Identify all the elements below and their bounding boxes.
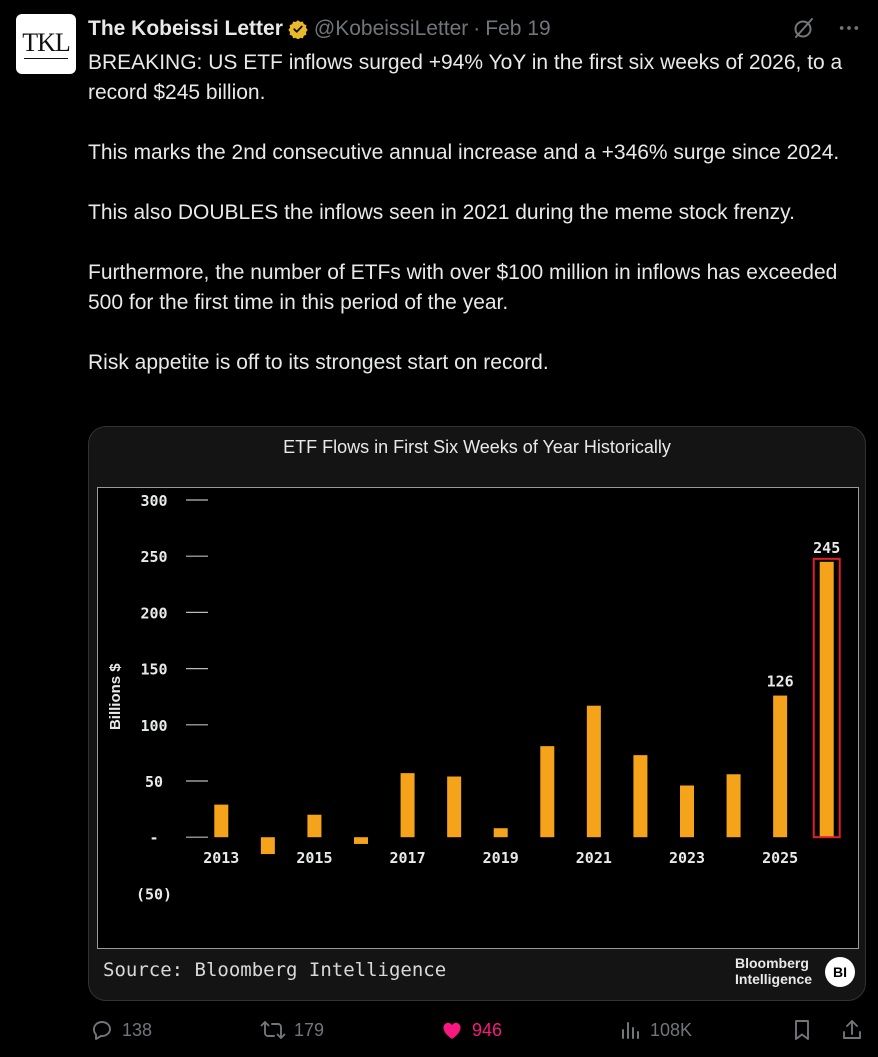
repost-count: 179 — [294, 1019, 325, 1040]
reply-count: 138 — [122, 1019, 153, 1040]
verified-badge-icon[interactable] — [288, 19, 308, 39]
bar-2021 — [586, 705, 601, 838]
bloomberg-logo: Bloomberg Intelligence — [735, 955, 812, 987]
y-tick-label: - — [149, 829, 158, 847]
y-tick-label: 200 — [140, 604, 167, 622]
bookmark-icon — [795, 1020, 809, 1040]
bar-2023 — [680, 785, 694, 838]
like-count: 946 — [472, 1019, 503, 1040]
grok-icon[interactable] — [792, 16, 816, 40]
y-tick-label: 50 — [145, 773, 163, 791]
chart-title: ETF Flows in First Six Weeks of Year His… — [283, 437, 671, 457]
x-tick-label: 2019 — [483, 849, 519, 867]
like-button[interactable]: 946 — [440, 1018, 502, 1042]
tweet-paragraph: BREAKING: US ETF inflows surged +94% YoY… — [88, 51, 843, 104]
bar-2016 — [354, 837, 368, 844]
bar-2015 — [307, 814, 322, 838]
x-tick-label: 2013 — [203, 849, 239, 867]
bar-2013 — [214, 804, 229, 838]
x-tick-label: 2025 — [762, 849, 798, 867]
views-button[interactable]: 108K — [618, 1018, 692, 1042]
chart-source: Source: Bloomberg Intelligence — [103, 959, 447, 981]
y-tick-label: (50) — [136, 885, 172, 903]
heart-icon — [443, 1022, 461, 1039]
data-label: 126 — [767, 673, 794, 691]
bookmark-button[interactable] — [790, 1018, 814, 1042]
author-name[interactable]: The Kobeissi Letter — [88, 17, 283, 40]
bar-2017 — [400, 773, 415, 838]
bloomberg-logo-line1: Bloomberg — [735, 955, 809, 971]
tweet-header: The Kobeissi Letter @KobeissiLetter · Fe… — [88, 16, 551, 42]
bi-badge: BI — [825, 957, 855, 987]
views-count: 108K — [650, 1019, 693, 1040]
y-tick-label: 100 — [140, 717, 167, 735]
reply-button[interactable]: 138 — [90, 1018, 152, 1042]
tweet-paragraph: This marks the 2nd consecutive annual in… — [88, 141, 840, 164]
etf-flows-chart: 300 250 200 150 100 50 - (50) Billions $ 2013 2015… — [107, 492, 841, 903]
media-card[interactable]: ETF Flows in First Six Weeks of Year His… — [88, 426, 866, 1001]
more-options-icon[interactable] — [838, 17, 860, 39]
x-tick-label: 2023 — [669, 849, 705, 867]
share-button[interactable] — [840, 1018, 864, 1042]
y-tick-label: 300 — [140, 492, 167, 510]
avatar-monogram: TKL — [22, 27, 71, 57]
bar-2024 — [726, 774, 741, 838]
bloomberg-logo-line2: Intelligence — [735, 971, 813, 987]
x-tick-label: 2017 — [390, 849, 426, 867]
tweet-actions: 138 179 946 108K — [88, 1018, 868, 1048]
avatar-rule — [24, 57, 68, 59]
repost-button[interactable]: 179 — [260, 1018, 324, 1042]
reply-icon — [93, 1021, 111, 1040]
bar-2020 — [540, 746, 555, 838]
y-axis-label: Billions $ — [107, 663, 124, 730]
author-handle[interactable]: @KobeissiLetter — [313, 17, 469, 40]
bar-2018 — [447, 776, 462, 838]
chart-plot-frame: 300 250 200 150 100 50 - (50) Billions $ 2013 2015… — [97, 487, 859, 949]
header-separator: · — [473, 17, 481, 40]
tweet-paragraph: Risk appetite is off to its strongest st… — [88, 351, 549, 374]
views-icon — [622, 1022, 639, 1039]
share-icon — [843, 1020, 861, 1039]
tweet-date[interactable]: Feb 19 — [485, 17, 551, 40]
bar-2022 — [633, 755, 648, 838]
tweet-paragraph: This also DOUBLES the inflows seen in 20… — [88, 201, 795, 224]
y-tick-label: 250 — [140, 548, 167, 566]
avatar[interactable]: TKL — [16, 14, 76, 74]
bar-2026 — [819, 561, 834, 838]
tweet-text: BREAKING: US ETF inflows surged +94% YoY… — [88, 48, 868, 408]
highlight-box-2026 — [812, 557, 841, 839]
header-actions — [792, 16, 860, 40]
bar-2025 — [773, 695, 788, 838]
tweet-paragraph: Furthermore, the number of ETFs with ove… — [88, 261, 838, 314]
data-label: 245 — [813, 539, 840, 557]
x-tick-label: 2021 — [576, 849, 612, 867]
repost-icon — [260, 1021, 286, 1039]
bar-2014 — [260, 837, 275, 855]
y-tick-label: 150 — [140, 661, 167, 679]
x-tick-label: 2015 — [296, 849, 332, 867]
bar-2019 — [493, 828, 508, 838]
